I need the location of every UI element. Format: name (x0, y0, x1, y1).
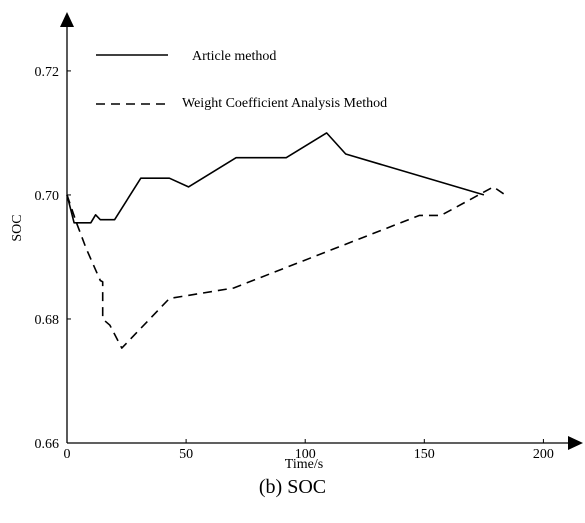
series-layer (66, 132, 506, 349)
legend-label-article-method: Article method (192, 49, 276, 64)
y-tick-label: 0.68 (35, 313, 60, 328)
axes (60, 12, 583, 450)
y-tick-label: 0.72 (35, 65, 60, 80)
y-axis-label: SOC (10, 214, 25, 241)
x-tick-label: 100 (295, 447, 316, 462)
x-axis-arrow (568, 436, 583, 450)
x-tick-label: 150 (414, 447, 435, 462)
y-tick-label: 0.66 (35, 437, 60, 452)
x-axis-label: Time/s (285, 457, 323, 472)
x-tick-label: 0 (64, 447, 71, 462)
legend-label-weight-coefficient-method: Weight Coefficient Analysis Method (182, 96, 387, 111)
x-tick-label: 200 (533, 447, 554, 462)
y-tick-label: 0.70 (35, 189, 60, 204)
y-axis-arrow (60, 12, 74, 27)
legend: Article method Weight Coefficient Analys… (96, 49, 387, 111)
series-line-article-method (66, 132, 485, 224)
series-line-weight-coefficient-method (66, 186, 506, 349)
figure-caption: (b) SOC (258, 476, 327, 498)
x-tick-label: 50 (179, 447, 193, 462)
ticks: 0 50 100 150 200 0.66 0.68 0.70 0.72 (35, 65, 554, 462)
